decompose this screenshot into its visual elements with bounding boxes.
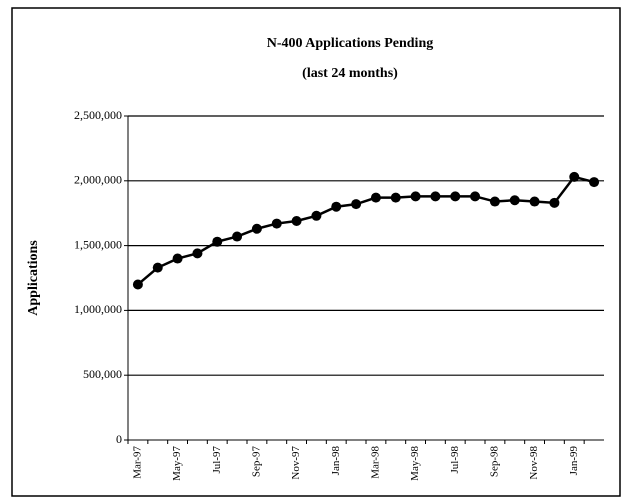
x-tick-label: Jan-98	[330, 446, 342, 476]
data-point	[192, 248, 203, 259]
data-point	[569, 171, 580, 182]
x-tick-label: Jul-97	[211, 446, 223, 474]
data-point	[529, 196, 540, 207]
y-tick-label: 2,000,000	[74, 173, 122, 187]
x-tick-label: Sep-98	[488, 446, 500, 478]
x-tick-label: Nov-98	[528, 446, 540, 480]
y-tick-label: 500,000	[83, 367, 122, 381]
data-point	[589, 177, 600, 188]
data-point	[311, 210, 322, 221]
y-tick-label: 2,500,000	[74, 108, 122, 122]
y-tick-label: 1,000,000	[74, 302, 122, 316]
data-point	[291, 215, 302, 226]
data-point	[132, 279, 143, 290]
data-point	[390, 192, 401, 203]
data-point	[549, 197, 560, 208]
data-point	[152, 262, 163, 273]
data-point	[331, 201, 342, 212]
x-tick-label: Nov-97	[290, 446, 302, 480]
data-point	[370, 192, 381, 203]
chart-frame	[11, 7, 621, 497]
data-point	[470, 191, 481, 202]
x-tick-label: Mar-97	[131, 446, 143, 479]
data-point	[509, 195, 520, 206]
x-tick-label: Sep-97	[250, 446, 262, 478]
x-tick-label: Mar-98	[369, 446, 381, 479]
y-tick-label: 1,500,000	[74, 237, 122, 251]
x-tick-label: Jan-99	[568, 446, 580, 476]
data-point	[212, 236, 223, 247]
x-tick-label: May-98	[409, 446, 421, 481]
x-tick-label: Jul-98	[449, 446, 461, 474]
data-point	[410, 191, 421, 202]
data-point	[251, 223, 262, 234]
x-tick-label: May-97	[171, 446, 183, 481]
data-point	[172, 253, 183, 264]
data-point	[489, 196, 500, 207]
data-point	[232, 231, 243, 242]
y-tick-label: 0	[116, 432, 122, 446]
chart-subtitle: (last 24 months)	[302, 66, 398, 81]
y-axis-label: Applications	[26, 240, 41, 316]
data-point	[430, 191, 441, 202]
data-point	[450, 191, 461, 202]
data-point	[271, 218, 282, 229]
chart-title: N-400 Applications Pending	[267, 36, 433, 51]
data-point	[351, 199, 362, 210]
